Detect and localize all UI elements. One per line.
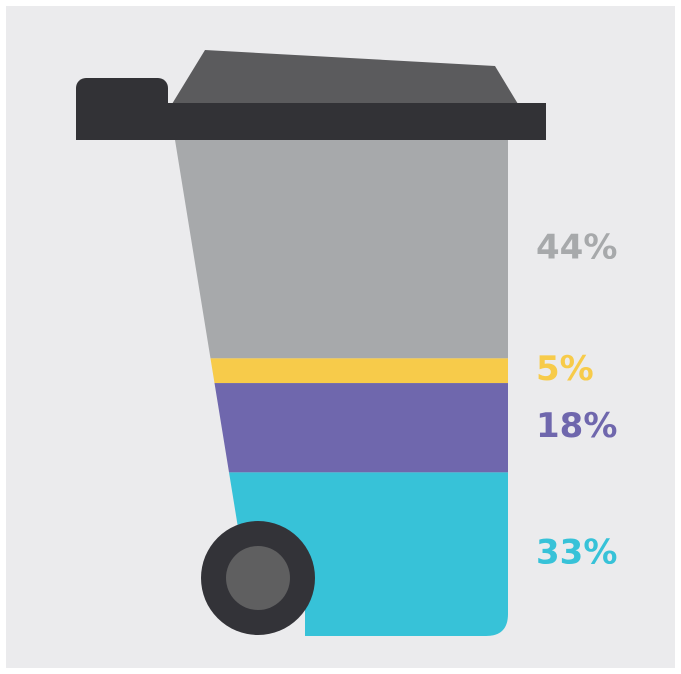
segment: [175, 140, 508, 359]
segment: [175, 358, 508, 384]
lid-top: [172, 50, 518, 104]
lid-bar: [76, 103, 546, 140]
bin-body: [175, 140, 508, 636]
segment: [175, 383, 508, 473]
wheel-hub: [226, 546, 290, 610]
value-label: 5%: [536, 349, 594, 389]
value-label: 18%: [536, 406, 617, 446]
labels: 33% 18% 5% 44%: [536, 228, 617, 573]
value-label: 44%: [536, 228, 617, 268]
value-label: 33%: [536, 533, 617, 573]
